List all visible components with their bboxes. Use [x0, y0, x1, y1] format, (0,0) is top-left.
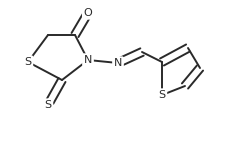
Text: S: S: [25, 57, 32, 67]
Text: S: S: [159, 90, 166, 100]
Text: N: N: [84, 55, 92, 65]
Text: S: S: [45, 100, 52, 110]
Text: O: O: [84, 8, 92, 18]
Text: N: N: [114, 58, 122, 68]
